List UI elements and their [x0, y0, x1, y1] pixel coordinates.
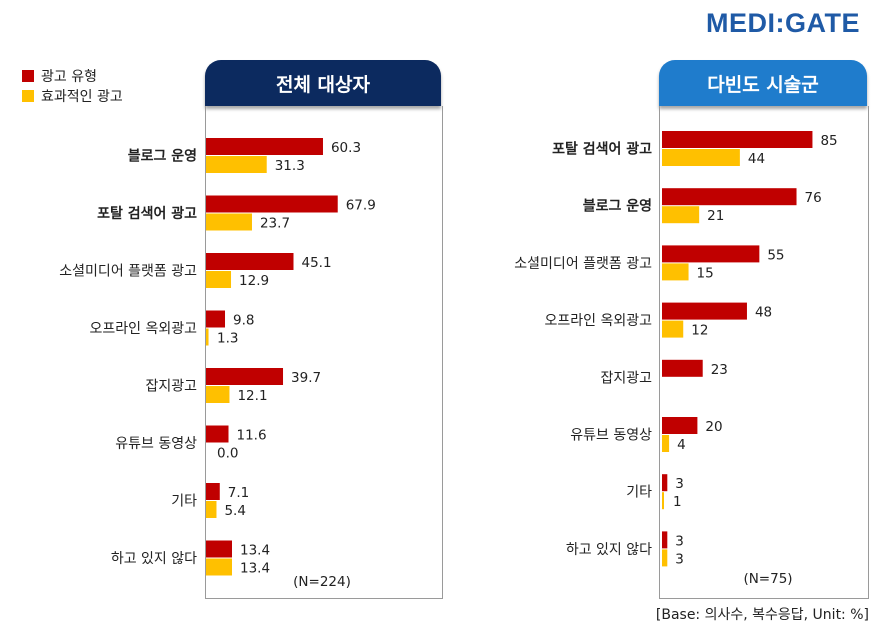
panel-frame-left — [205, 106, 443, 599]
category-label: 블로그 운영 — [128, 148, 197, 165]
panel-frame-right — [659, 106, 869, 599]
legend-item-ad-type: 광고 유형 — [22, 66, 123, 86]
category-label: 잡지광고 — [600, 370, 652, 386]
bar-ad-type — [206, 310, 226, 328]
data-label: 55 — [767, 247, 784, 263]
bar-ad-type — [662, 531, 668, 549]
bar-effective-ad — [206, 271, 232, 288]
bar-effective-ad — [662, 149, 740, 166]
data-label: 3 — [675, 476, 684, 492]
data-label: 11.6 — [237, 428, 267, 444]
category-label: 포탈 검색어 광고 — [97, 205, 197, 222]
bar-effective-ad — [206, 213, 252, 231]
data-label: 3 — [675, 533, 684, 549]
bar-effective-ad — [662, 320, 684, 338]
sample-size-note: (N=75) — [743, 571, 792, 587]
data-label: 20 — [705, 419, 722, 435]
category-label: 하고 있지 않다 — [111, 551, 197, 567]
category-label: 기타 — [171, 494, 197, 510]
category-label: 오프라인 옥외광고 — [90, 321, 198, 337]
sample-size-note: (N=224) — [293, 574, 351, 590]
bar-ad-type — [662, 417, 698, 434]
bar-ad-type — [206, 483, 220, 500]
data-label: 12 — [691, 323, 708, 339]
bar-ad-type — [662, 359, 703, 377]
data-label: 9.8 — [233, 313, 254, 329]
data-label: 23 — [711, 362, 728, 378]
data-label: 3 — [675, 551, 684, 567]
category-label: 기타 — [626, 485, 652, 501]
data-label: 44 — [748, 151, 765, 167]
category-label: 잡지광고 — [145, 379, 197, 395]
data-label: 12.1 — [237, 388, 267, 404]
bar-ad-type — [662, 188, 797, 206]
data-label: 31.3 — [275, 158, 305, 174]
data-label: 0.0 — [217, 446, 238, 462]
data-label: 13.4 — [240, 561, 270, 577]
bar-ad-type — [206, 540, 232, 558]
panel-title-all-respondents: 전체 대상자 — [205, 60, 441, 106]
legend-item-effective-ad: 효과적인 광고 — [22, 86, 123, 106]
medigate-logo: MEDI:GATE — [706, 8, 860, 38]
bar-effective-ad — [662, 435, 670, 452]
bar-effective-ad — [206, 156, 267, 173]
data-label: 23.7 — [260, 216, 290, 232]
category-label: 오프라인 옥외광고 — [545, 313, 653, 329]
bar-effective-ad — [662, 492, 664, 510]
bar-ad-type — [662, 302, 747, 320]
legend-swatch-yellow — [22, 90, 34, 102]
data-label: 48 — [755, 305, 772, 321]
data-label: 12.9 — [239, 273, 269, 289]
data-label: 1.3 — [217, 331, 238, 347]
category-label: 블로그 운영 — [583, 198, 652, 215]
category-label: 하고 있지 않다 — [566, 542, 652, 558]
data-label: 76 — [805, 190, 822, 206]
bar-ad-type — [662, 131, 813, 148]
bar-ad-type — [662, 245, 760, 263]
data-label: 85 — [820, 133, 837, 149]
bar-effective-ad — [662, 206, 700, 224]
bar-ad-type — [206, 425, 229, 443]
bar-effective-ad — [662, 263, 689, 281]
data-label: 67.9 — [346, 198, 376, 214]
bar-ad-type — [662, 474, 668, 492]
data-label: 15 — [697, 265, 714, 281]
bar-ad-type — [206, 368, 284, 385]
data-label: 13.4 — [240, 543, 270, 559]
bar-effective-ad — [206, 501, 217, 518]
bar-ad-type — [206, 138, 323, 155]
data-label: 45.1 — [301, 255, 331, 271]
bar-effective-ad — [206, 386, 230, 403]
category-label: 소셜미디어 플랫폼 광고 — [59, 264, 197, 280]
data-label: 39.7 — [291, 370, 321, 386]
bar-effective-ad — [206, 328, 209, 346]
legend-label: 효과적인 광고 — [41, 89, 123, 105]
bar-effective-ad — [662, 549, 668, 567]
panel-title-high-frequency: 다빈도 시술군 — [659, 60, 867, 106]
category-label: 유튜브 동영상 — [115, 436, 197, 452]
data-label: 1 — [673, 494, 682, 510]
base-note: [Base: 의사수, 복수응답, Unit: %] — [655, 607, 869, 623]
bar-effective-ad — [206, 558, 232, 576]
data-label: 5.4 — [224, 503, 245, 519]
category-label: 유튜브 동영상 — [570, 428, 652, 444]
category-label: 소셜미디어 플랫폼 광고 — [514, 256, 652, 272]
chart-legend: 광고 유형 효과적인 광고 — [22, 66, 123, 106]
data-label: 60.3 — [331, 140, 361, 156]
category-label: 포탈 검색어 광고 — [552, 141, 652, 158]
data-label: 21 — [707, 208, 724, 224]
legend-label: 광고 유형 — [41, 69, 97, 85]
legend-swatch-red — [22, 70, 34, 82]
data-label: 4 — [677, 437, 686, 453]
data-label: 7.1 — [228, 485, 249, 501]
bar-ad-type — [206, 253, 294, 270]
bar-ad-type — [206, 195, 338, 213]
